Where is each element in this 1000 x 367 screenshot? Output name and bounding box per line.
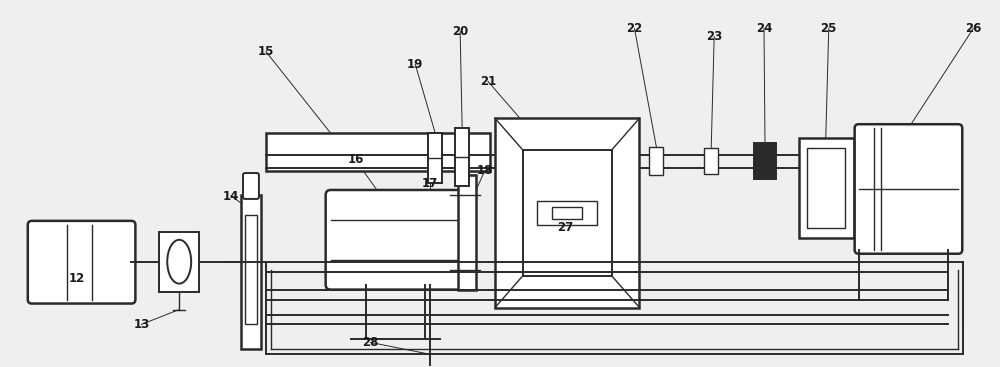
- Bar: [495, 118, 639, 308]
- FancyBboxPatch shape: [855, 124, 962, 254]
- FancyBboxPatch shape: [326, 190, 465, 290]
- Text: 12: 12: [68, 272, 85, 285]
- Bar: [704, 148, 718, 174]
- Text: 20: 20: [452, 25, 468, 38]
- Ellipse shape: [167, 240, 191, 284]
- Text: 28: 28: [362, 336, 379, 349]
- Bar: [266, 133, 490, 171]
- Text: 25: 25: [821, 22, 837, 34]
- Bar: [649, 147, 663, 175]
- Bar: [807, 148, 845, 228]
- Bar: [799, 138, 854, 238]
- Text: 22: 22: [626, 22, 643, 34]
- Text: 23: 23: [706, 30, 722, 43]
- Text: 16: 16: [347, 153, 364, 166]
- Bar: [458, 175, 476, 290]
- Text: 14: 14: [223, 190, 239, 203]
- Text: 24: 24: [756, 22, 772, 34]
- Bar: [754, 143, 776, 179]
- Text: 27: 27: [557, 221, 573, 234]
- FancyBboxPatch shape: [243, 173, 259, 199]
- Bar: [537, 201, 597, 225]
- Text: 13: 13: [133, 318, 149, 331]
- Bar: [159, 232, 199, 292]
- Text: 17: 17: [422, 177, 438, 190]
- Bar: [523, 150, 612, 276]
- Text: 18: 18: [477, 164, 493, 177]
- Bar: [455, 128, 469, 186]
- Text: 19: 19: [407, 58, 424, 71]
- Bar: [428, 133, 442, 183]
- Bar: [245, 215, 257, 324]
- Text: 15: 15: [258, 46, 274, 58]
- FancyBboxPatch shape: [28, 221, 135, 304]
- Bar: [241, 195, 261, 349]
- Text: 21: 21: [480, 75, 496, 88]
- Bar: [552, 207, 582, 219]
- Text: 26: 26: [965, 22, 981, 34]
